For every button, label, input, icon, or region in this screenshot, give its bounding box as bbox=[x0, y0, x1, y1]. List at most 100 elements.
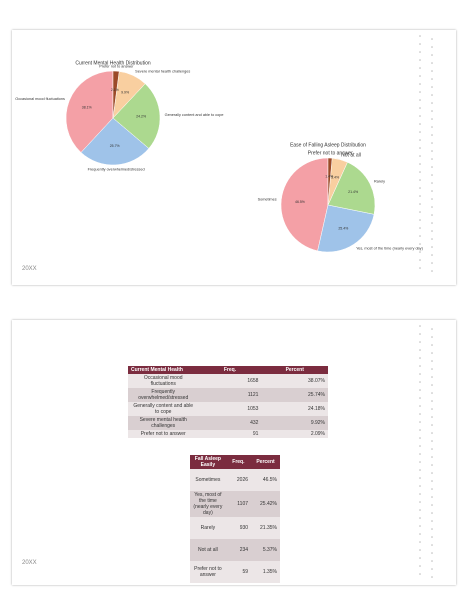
decor-dot bbox=[419, 59, 421, 61]
table-cell: 21.35% bbox=[251, 517, 280, 539]
decor-dot bbox=[431, 110, 433, 112]
table-cell: 38.07% bbox=[261, 374, 328, 388]
decor-dot bbox=[419, 235, 421, 237]
wedge-percent: 25.4% bbox=[338, 227, 348, 231]
decor-dot bbox=[419, 341, 421, 343]
decor-dot bbox=[431, 166, 433, 168]
table-header: Freq. bbox=[198, 366, 262, 374]
pie-wedge bbox=[280, 157, 329, 252]
decor-dot bbox=[431, 448, 433, 450]
decor-dot bbox=[419, 179, 421, 181]
table-header: Current Mental Health bbox=[128, 366, 199, 374]
decor-dot bbox=[419, 365, 421, 367]
decor-dot bbox=[419, 139, 421, 141]
decor-dot bbox=[431, 496, 433, 498]
decor-dot bbox=[419, 251, 421, 253]
decor-dot bbox=[419, 349, 421, 351]
table-cell: 25.74% bbox=[261, 388, 328, 402]
table-cell: 46.5% bbox=[251, 469, 280, 491]
decor-dot bbox=[419, 203, 421, 205]
decor-dot bbox=[419, 485, 421, 487]
decor-dot bbox=[431, 262, 433, 264]
decor-dot bbox=[431, 568, 433, 570]
decor-dot bbox=[419, 75, 421, 77]
table-header: Freq. bbox=[225, 455, 252, 469]
decor-dot bbox=[431, 408, 433, 410]
table-header: Percent bbox=[251, 455, 280, 469]
decor-dot bbox=[431, 142, 433, 144]
pie-wedge bbox=[112, 70, 120, 119]
decor-dot bbox=[419, 211, 421, 213]
table-cell: 1121 bbox=[198, 388, 262, 402]
decor-dot bbox=[431, 238, 433, 240]
decor-dot bbox=[431, 368, 433, 370]
decor-dot bbox=[431, 376, 433, 378]
decor-dot bbox=[431, 472, 433, 474]
decor-dot bbox=[419, 525, 421, 527]
decor-dot bbox=[419, 131, 421, 133]
decor-dot bbox=[431, 328, 433, 330]
decor-dot bbox=[431, 336, 433, 338]
table-cell: 9.92% bbox=[261, 416, 328, 430]
decor-dot bbox=[419, 91, 421, 93]
table-cell: Prefer not to answer bbox=[128, 430, 199, 438]
decor-dot bbox=[419, 501, 421, 503]
decor-dot bbox=[419, 51, 421, 53]
decor-dot bbox=[419, 549, 421, 551]
decor-dot bbox=[419, 557, 421, 559]
table-cell: 24.18% bbox=[261, 402, 328, 416]
chart-title: Ease of Falling Asleep Distribution bbox=[290, 142, 366, 148]
decor-dot bbox=[431, 480, 433, 482]
slide bbox=[12, 30, 456, 285]
decor-dot bbox=[431, 150, 433, 152]
decor-dot bbox=[431, 352, 433, 354]
decor-dot bbox=[419, 397, 421, 399]
decor-dot bbox=[431, 198, 433, 200]
decor-dot bbox=[431, 552, 433, 554]
decor-dot bbox=[431, 230, 433, 232]
decor-dot bbox=[419, 541, 421, 543]
decor-dot bbox=[431, 424, 433, 426]
wedge-label: Yes, most of the time (nearly every day) bbox=[356, 246, 423, 250]
decor-dot bbox=[419, 333, 421, 335]
decor-dot bbox=[419, 171, 421, 173]
decor-dot bbox=[431, 488, 433, 490]
decor-dot bbox=[431, 62, 433, 64]
decor-dot bbox=[431, 512, 433, 514]
decor-dot bbox=[431, 576, 433, 578]
decor-dot bbox=[431, 102, 433, 104]
decor-dot bbox=[431, 432, 433, 434]
decor-dot bbox=[419, 163, 421, 165]
decor-dot bbox=[431, 182, 433, 184]
wedge-label: Generally content and able to cope bbox=[165, 113, 224, 117]
wedge-label: Sometimes bbox=[258, 197, 277, 201]
table-cell: 91 bbox=[198, 430, 262, 438]
decor-dot bbox=[431, 384, 433, 386]
decor-dot bbox=[431, 254, 433, 256]
wedge-percent: 21.4% bbox=[348, 190, 358, 194]
decor-dot bbox=[431, 214, 433, 216]
decor-dot bbox=[419, 99, 421, 101]
decor-dot bbox=[431, 70, 433, 72]
decor-dot bbox=[431, 86, 433, 88]
decor-dot bbox=[419, 453, 421, 455]
decor-dot bbox=[419, 195, 421, 197]
pie-wedge bbox=[112, 83, 161, 149]
table-cell: 1107 bbox=[225, 491, 252, 517]
decor-dot bbox=[419, 405, 421, 407]
decor-dot bbox=[419, 469, 421, 471]
decor-dot bbox=[419, 565, 421, 567]
table-header: Fall Asleep Easily bbox=[190, 455, 226, 469]
decor-dot bbox=[431, 54, 433, 56]
table-cell: Severe mental health challenges bbox=[128, 416, 199, 430]
decor-dot bbox=[419, 123, 421, 125]
table-header: Percent bbox=[261, 366, 328, 374]
decor-dot bbox=[419, 413, 421, 415]
table: Current Mental Health Freq. Percent Occasio… bbox=[128, 366, 328, 438]
decor-dot bbox=[431, 206, 433, 208]
table-cell: 1.35% bbox=[251, 561, 280, 583]
decor-dot bbox=[419, 243, 421, 245]
decor-dot bbox=[419, 437, 421, 439]
